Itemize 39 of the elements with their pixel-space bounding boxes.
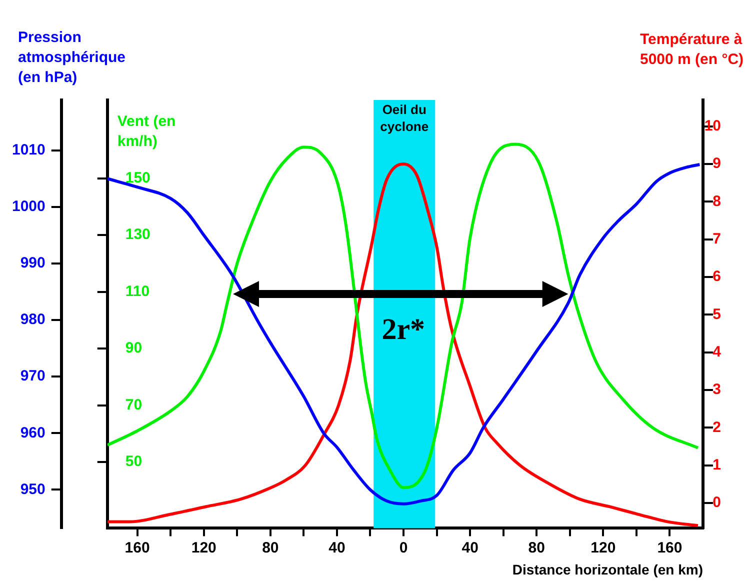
y-tick-label: 970 <box>20 368 46 385</box>
y-tick-label: 990 <box>20 254 46 272</box>
y-tick-label: 950 <box>20 480 46 498</box>
x-axis-title: Distance horizontale (en km) <box>512 561 703 578</box>
x-tick-label: 40 <box>462 539 478 556</box>
y3-tick-label: 150 <box>125 169 150 186</box>
y2-tick-label: 10 <box>704 118 721 135</box>
y-tick-label: 1010 <box>12 141 46 158</box>
y2-tick-label: 7 <box>712 230 721 248</box>
annotation: 2r* <box>382 312 426 346</box>
x-tick-label: 80 <box>528 539 545 556</box>
x-tick-label: 120 <box>191 539 216 556</box>
x-tick-label: 80 <box>262 539 279 556</box>
y2-tick-label: 3 <box>712 381 721 398</box>
y-tick-label: 980 <box>20 311 46 328</box>
y2-tick-label: 4 <box>712 343 722 360</box>
y2-tick-label: 9 <box>712 155 721 172</box>
y3-axis-title: Vent (en km/h) <box>117 112 177 152</box>
x-tick-label: 160 <box>657 539 682 556</box>
y-tick-label: 960 <box>20 424 46 442</box>
y3-tick-label: 110 <box>125 282 150 300</box>
x-tick-label: 40 <box>328 539 346 556</box>
y3-tick-label: 90 <box>125 340 142 357</box>
y3-tick-label: 70 <box>125 396 142 414</box>
x-tick-label: 120 <box>590 539 616 556</box>
y2-tick-label: 8 <box>712 192 721 210</box>
y-axis-title: Pression atmosphérique (en hPa) <box>18 28 127 88</box>
band-label: Oeil du cyclone <box>380 102 429 134</box>
y3-tick-label: 50 <box>125 453 142 470</box>
y2-tick-label: 2 <box>712 418 721 436</box>
y2-tick-label: 5 <box>712 306 721 323</box>
x-tick-label: 0 <box>399 539 408 556</box>
y2-axis-title: Température à 5000 m (en °C) <box>640 30 745 70</box>
y2-tick-label: 0 <box>712 494 721 512</box>
y3-tick-label: 130 <box>125 226 150 244</box>
y2-tick-label: 6 <box>712 268 721 286</box>
y2-tick-label: 1 <box>712 456 721 474</box>
y-tick-label: 1000 <box>12 198 46 216</box>
x-tick-label: 160 <box>124 539 150 556</box>
